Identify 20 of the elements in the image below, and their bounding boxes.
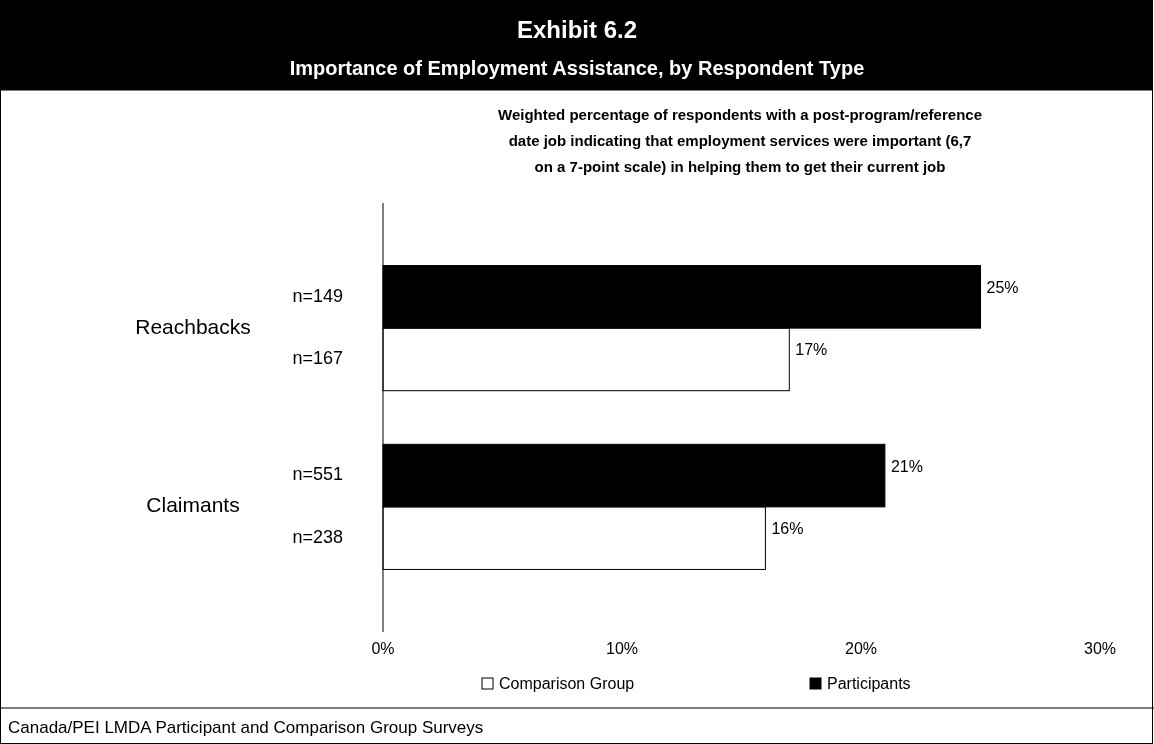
data-label: 25%	[986, 278, 1019, 296]
x-tick-label: 0%	[371, 640, 395, 657]
x-tick-label: 10%	[605, 640, 639, 657]
legend-label: Participants	[827, 675, 911, 692]
x-tick-label: 30%	[1083, 640, 1117, 657]
text: n=167	[292, 348, 343, 369]
data-label: 17%	[795, 341, 828, 359]
y-tick-label: Reachbacks	[135, 314, 251, 338]
text: Canada/PEI LMDA Participant and Comparison Group Surveys	[8, 718, 484, 737]
legend-label: Comparison Group	[499, 675, 635, 692]
text: n=551	[292, 464, 343, 485]
text: Weighted percentage of respondents with a post-program/reference date job indicating that employment services were important (6,7 on a 7-point scale) in helping them to get their current job	[498, 106, 982, 175]
x-tick-label: 20%	[844, 640, 878, 657]
y-tick-label: Claimants	[146, 493, 240, 517]
data-label: 21%	[890, 457, 923, 475]
text: n=149	[292, 285, 343, 306]
text: n=238	[292, 526, 343, 547]
chart-subtitle: Importance of Employment Assistance, by Respondent Type	[289, 57, 865, 79]
chart-title: Exhibit 6.2	[516, 16, 638, 43]
data-label: 16%	[771, 520, 804, 538]
